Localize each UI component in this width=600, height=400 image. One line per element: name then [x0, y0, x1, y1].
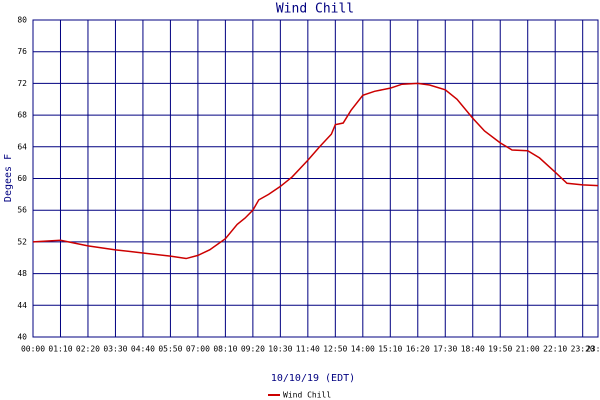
x-tick-label: 04:40: [131, 345, 155, 354]
y-tick-label: 48: [17, 269, 27, 278]
x-tick-label: 00:00: [21, 345, 45, 354]
x-tick-label: 11:40: [296, 345, 320, 354]
x-tick-label: 19:50: [488, 345, 512, 354]
x-tick-label: 14:00: [351, 345, 375, 354]
x-tick-label: 15:10: [378, 345, 402, 354]
x-tick-label: 23:59: [586, 345, 600, 354]
x-tick-label: 18:40: [461, 345, 485, 354]
x-tick-label: 02:20: [76, 345, 100, 354]
y-tick-label: 60: [17, 174, 27, 183]
x-tick-label: 01:10: [48, 345, 72, 354]
y-tick-label: 76: [17, 47, 27, 56]
x-tick-label: 23:20: [571, 345, 595, 354]
x-tick-label: 22:10: [543, 345, 567, 354]
x-tick-label: 07:00: [186, 345, 210, 354]
x-tick-label: 08:10: [213, 345, 237, 354]
x-tick-label: 16:20: [406, 345, 430, 354]
y-tick-label: 80: [17, 16, 27, 25]
x-tick-label: 21:00: [516, 345, 540, 354]
chart-title: Wind Chill: [276, 2, 354, 17]
x-tick-label: 03:30: [103, 345, 127, 354]
x-axis-label: 10/10/19 (EDT): [271, 373, 355, 384]
data-line: [32, 82, 599, 260]
x-tick-label: 05:50: [158, 345, 182, 354]
y-tick-label: 64: [17, 142, 27, 151]
legend-label: Wind Chill: [283, 391, 331, 400]
y-tick-label: 72: [17, 79, 27, 88]
x-tick-label: 10:30: [268, 345, 292, 354]
y-axis-label: Degees F: [3, 154, 14, 202]
y-tick-label: 56: [17, 206, 27, 215]
y-tick-label: 52: [17, 237, 27, 246]
x-tick-label: 12:50: [323, 345, 347, 354]
x-tick-label: 17:30: [433, 345, 457, 354]
y-tick-label: 40: [17, 333, 27, 342]
y-tick-label: 44: [17, 301, 27, 310]
x-tick-label: 09:20: [241, 345, 265, 354]
y-tick-label: 68: [17, 111, 27, 120]
